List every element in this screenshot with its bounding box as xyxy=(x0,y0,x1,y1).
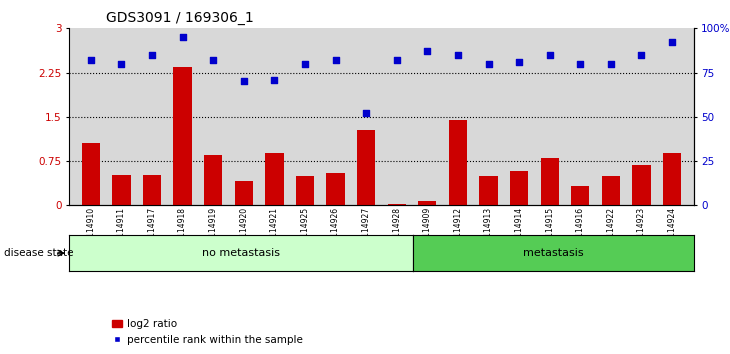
Bar xyxy=(602,176,620,205)
Bar xyxy=(174,67,192,205)
Point xyxy=(575,61,586,67)
Point xyxy=(391,57,402,63)
Point xyxy=(452,52,464,58)
Bar xyxy=(204,155,223,205)
Bar xyxy=(112,175,131,205)
Point xyxy=(115,61,127,67)
Bar xyxy=(449,120,467,205)
Point xyxy=(483,61,494,67)
Bar xyxy=(143,175,161,205)
Bar xyxy=(326,173,345,205)
Bar xyxy=(388,204,406,205)
Bar xyxy=(632,165,650,205)
Point xyxy=(361,110,372,116)
Bar xyxy=(234,181,253,205)
Point xyxy=(207,57,219,63)
Bar xyxy=(540,158,559,205)
Point xyxy=(513,59,525,65)
Bar xyxy=(357,130,375,205)
Point xyxy=(269,77,280,82)
Legend: log2 ratio, percentile rank within the sample: log2 ratio, percentile rank within the s… xyxy=(107,315,307,349)
Text: metastasis: metastasis xyxy=(523,248,583,258)
Point xyxy=(544,52,556,58)
Point xyxy=(85,57,96,63)
Bar xyxy=(82,143,100,205)
Bar xyxy=(296,176,314,205)
Text: disease state: disease state xyxy=(4,248,73,258)
Bar xyxy=(571,186,590,205)
Text: no metastasis: no metastasis xyxy=(202,248,280,258)
Point xyxy=(238,79,250,84)
Point xyxy=(177,34,188,40)
Text: GDS3091 / 169306_1: GDS3091 / 169306_1 xyxy=(106,11,253,25)
Bar xyxy=(418,201,437,205)
Bar xyxy=(265,153,283,205)
Point xyxy=(146,52,158,58)
Point xyxy=(421,48,433,54)
Bar xyxy=(480,176,498,205)
Point xyxy=(330,57,342,63)
Point xyxy=(299,61,311,67)
Bar xyxy=(663,153,681,205)
Point xyxy=(666,40,678,45)
Point xyxy=(636,52,648,58)
Point xyxy=(605,61,617,67)
Bar xyxy=(510,171,529,205)
